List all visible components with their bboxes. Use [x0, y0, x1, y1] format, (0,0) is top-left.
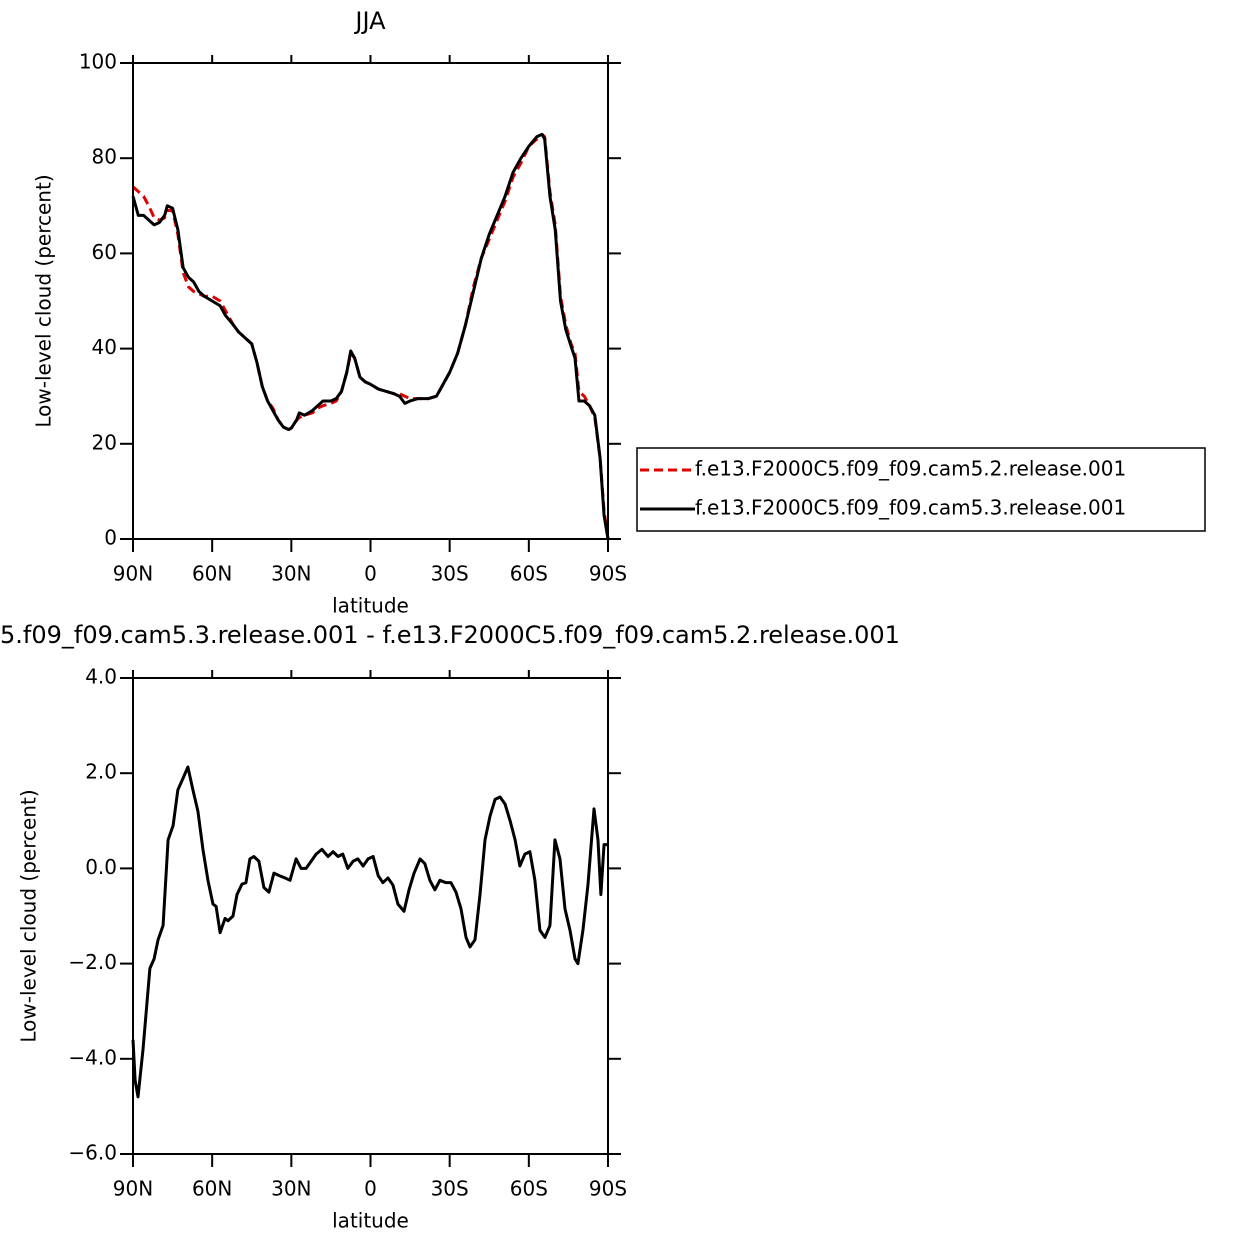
legend-label: f.e13.F2000C5.f09_f09.cam5.3.release.001: [695, 496, 1126, 520]
legend-box: [636, 447, 1206, 532]
x-tick-label: 30S: [431, 562, 469, 586]
y-tick-label: −4.0: [68, 1045, 117, 1069]
legend-label: f.e13.F2000C5.f09_f09.cam5.2.release.001: [695, 457, 1126, 481]
y-tick-label: 40: [92, 335, 117, 359]
y-tick-label: 4.0: [85, 665, 117, 689]
x-tick-label: 90S: [589, 1177, 627, 1201]
plot-frame: [132, 677, 609, 1155]
plot-frame: [132, 62, 609, 540]
x-tick-label: 0: [364, 562, 377, 586]
x-tick-label: 60N: [192, 1177, 232, 1201]
chart-title: f.e13.F2000C5.f09_f09.cam5.3.release.001…: [0, 621, 900, 649]
x-tick-label: 0: [364, 1177, 377, 1201]
x-tick-label: 60S: [510, 562, 548, 586]
y-axis-label: Low-level cloud (percent): [17, 789, 41, 1042]
x-tick-label: 60S: [510, 1177, 548, 1201]
x-tick-label: 90N: [113, 1177, 153, 1201]
x-tick-label: 90N: [113, 562, 153, 586]
y-tick-label: 80: [92, 145, 117, 169]
data-line: [131, 132, 610, 540]
x-axis-label: latitude: [332, 1209, 409, 1233]
y-tick-label: 0.0: [85, 855, 117, 879]
x-tick-label: 30N: [271, 1177, 311, 1201]
y-tick-label: 60: [92, 240, 117, 264]
data-line: [131, 132, 610, 540]
y-tick-label: −2.0: [68, 950, 117, 974]
y-tick-label: 0: [104, 526, 117, 550]
chart-title: JJA: [353, 7, 386, 35]
y-axis-label: Low-level cloud (percent): [32, 174, 56, 427]
x-tick-label: 90S: [589, 562, 627, 586]
y-tick-label: 100: [79, 50, 117, 74]
x-tick-label: 30N: [271, 562, 311, 586]
y-tick-label: 2.0: [85, 760, 117, 784]
x-tick-label: 60N: [192, 562, 232, 586]
x-axis-label: latitude: [332, 594, 409, 618]
x-tick-label: 30S: [431, 1177, 469, 1201]
data-line: [131, 765, 608, 1099]
y-tick-label: 20: [92, 430, 117, 454]
y-tick-label: −6.0: [68, 1141, 117, 1165]
